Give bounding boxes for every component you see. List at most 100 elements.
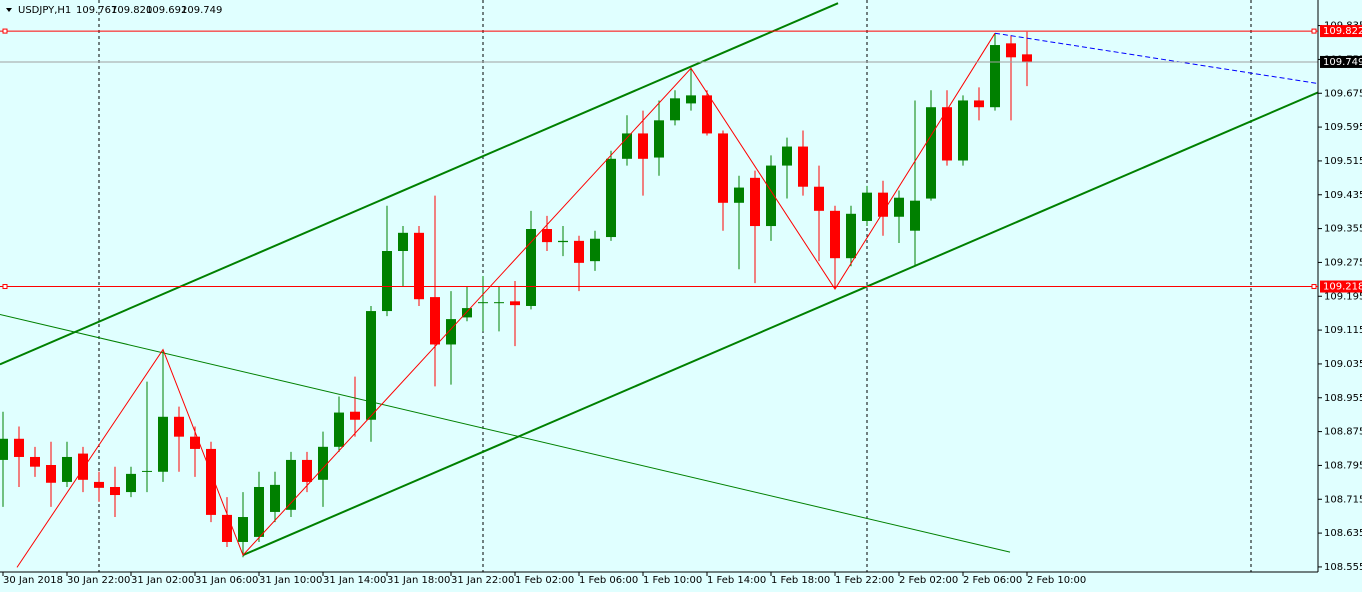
candle-body xyxy=(830,210,840,259)
candle-body xyxy=(862,192,872,221)
candle-body xyxy=(110,486,120,496)
candle-body xyxy=(222,514,232,542)
candle-body xyxy=(334,412,344,447)
candle-body xyxy=(414,232,424,300)
current-price-bg xyxy=(1320,55,1362,68)
candle-body xyxy=(750,177,760,227)
x-tick-label: 31 Jan 02:00 xyxy=(131,575,194,586)
line-handle xyxy=(1311,28,1317,34)
candle-body xyxy=(574,240,584,263)
candle-body xyxy=(622,133,632,159)
candle-body xyxy=(62,456,72,482)
candle-body xyxy=(990,45,1000,108)
candle-body xyxy=(366,311,376,420)
candle-body xyxy=(430,297,440,345)
x-tick-label: 31 Jan 22:00 xyxy=(451,575,514,586)
candle-body xyxy=(350,411,360,420)
candle-body xyxy=(702,95,712,134)
candle-body xyxy=(782,146,792,166)
candle-body xyxy=(654,120,664,158)
candle-body xyxy=(558,240,568,243)
candle-body xyxy=(78,453,88,480)
y-tick-label: 108.555 xyxy=(1324,562,1362,573)
candle-body xyxy=(302,459,312,482)
x-tick-label: 31 Jan 14:00 xyxy=(323,575,386,586)
candle-body xyxy=(526,229,536,306)
candle-body xyxy=(894,197,904,217)
candle-body xyxy=(878,192,888,217)
candle-body xyxy=(510,301,520,306)
candle-body xyxy=(142,470,152,472)
line-handle xyxy=(2,28,8,34)
candle-body xyxy=(1022,54,1032,62)
y-tick-label: 109.675 xyxy=(1324,88,1362,99)
candle-body xyxy=(606,158,616,238)
candle-body xyxy=(286,459,296,510)
y-tick-label: 108.715 xyxy=(1324,494,1362,505)
y-tick-label: 109.035 xyxy=(1324,359,1362,370)
x-tick-label: 1 Feb 14:00 xyxy=(707,575,766,586)
y-tick-label: 109.515 xyxy=(1324,156,1362,167)
trend-line xyxy=(994,32,1318,85)
candle-body xyxy=(206,448,216,515)
candle-body xyxy=(382,251,392,312)
candle-body xyxy=(686,95,696,104)
candle-body xyxy=(462,308,472,318)
candle-body xyxy=(0,438,8,460)
y-tick-label: 108.795 xyxy=(1324,460,1362,471)
y-tick-label: 109.595 xyxy=(1324,122,1362,133)
y-tick-label: 109.115 xyxy=(1324,325,1362,336)
price-label: 109.218 xyxy=(1323,282,1362,293)
x-tick-label: 1 Feb 06:00 xyxy=(579,575,638,586)
candle-body xyxy=(126,473,136,493)
candle-body xyxy=(542,229,552,243)
candle-body xyxy=(846,213,856,259)
trend-line xyxy=(0,313,1011,553)
candle-body xyxy=(398,232,408,252)
candle-body xyxy=(1006,43,1016,58)
candle-body xyxy=(798,146,808,187)
price-label-bg xyxy=(1320,280,1362,293)
candle-body xyxy=(174,416,184,437)
candle-body xyxy=(718,133,728,203)
candle-body xyxy=(190,436,200,449)
candle-body xyxy=(254,486,264,537)
candle-body xyxy=(942,107,952,161)
current-price-label: 109.749 xyxy=(1323,57,1362,68)
candle-body xyxy=(446,319,456,345)
candle-body xyxy=(94,481,104,488)
symbol: USDJPY,H1 xyxy=(18,5,71,16)
open-label: 109.767 xyxy=(76,5,117,16)
price-label-bg xyxy=(1320,25,1362,38)
header: USDJPY,H1 109.767 109.820 109.692 109.74… xyxy=(6,5,222,16)
trend-line xyxy=(242,91,1318,557)
candle-body xyxy=(46,465,56,483)
y-tick-label: 109.435 xyxy=(1324,190,1362,201)
x-tick-label: 31 Jan 06:00 xyxy=(195,575,258,586)
candle-body xyxy=(30,456,40,467)
y-tick-label: 109.195 xyxy=(1324,291,1362,302)
menu-icon[interactable] xyxy=(6,8,12,12)
x-tick-label: 2 Feb 06:00 xyxy=(963,575,1022,586)
y-tick-label: 109.275 xyxy=(1324,257,1362,268)
candle-body xyxy=(766,165,776,227)
candle-body xyxy=(158,416,168,472)
axes: 108.555 108.635 108.715 108.795 108.875 108.9… xyxy=(2,21,1362,586)
candle-body xyxy=(814,186,824,211)
y-tick-label: 108.955 xyxy=(1324,393,1362,404)
candle-body xyxy=(238,517,248,542)
candle-body xyxy=(638,133,648,159)
y-tick-label: 108.635 xyxy=(1324,528,1362,539)
high-label: 109.820 xyxy=(111,5,152,16)
x-tick-label: 31 Jan 10:00 xyxy=(259,575,322,586)
x-tick-label: 2 Feb 02:00 xyxy=(899,575,958,586)
x-tick-label: 1 Feb 18:00 xyxy=(771,575,830,586)
line-handle xyxy=(1311,284,1317,290)
candle-body xyxy=(478,302,488,304)
line-handle xyxy=(2,284,8,290)
candle-body xyxy=(318,446,328,480)
y-tick-label: 108.875 xyxy=(1324,427,1362,438)
candle-body xyxy=(494,302,504,304)
